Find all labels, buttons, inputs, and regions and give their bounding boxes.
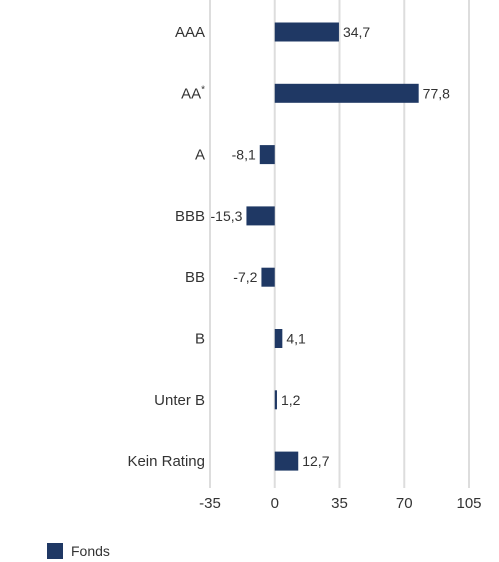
value-label: -7,2 [233,269,257,285]
value-label: -15,3 [211,208,243,224]
category-label: Kein Rating [127,453,205,470]
value-label: 1,2 [281,392,301,408]
category-label: B [195,331,205,348]
category-label: Unter B [154,392,205,409]
value-label: -8,1 [232,147,256,163]
x-tick-label: 70 [396,495,413,512]
value-label: 34,7 [343,24,370,40]
bar [274,83,419,103]
bar [274,390,277,410]
bar [274,451,299,471]
value-label: 12,7 [302,453,329,469]
category-label: BBB [175,208,205,225]
x-tick-label: -35 [199,495,221,512]
bar-layer [246,22,419,471]
bar [246,206,275,226]
grid-layer [209,0,470,488]
value-label: 77,8 [423,85,450,101]
x-tick-label: 0 [271,495,279,512]
bar [259,145,275,165]
legend-swatch [47,543,63,559]
legend-label: Fonds [71,543,110,559]
bar [274,22,339,42]
category-label: AA* [181,84,205,102]
bar [274,329,283,348]
x-tick-label: 105 [456,495,481,512]
category-label: AAA [175,24,205,41]
bar [261,267,275,287]
category-label: BB [185,269,205,286]
category-label: A [195,147,205,164]
x-tick-label: 35 [331,495,348,512]
value-label: 4,1 [286,331,306,347]
legend: Fonds [47,542,110,560]
